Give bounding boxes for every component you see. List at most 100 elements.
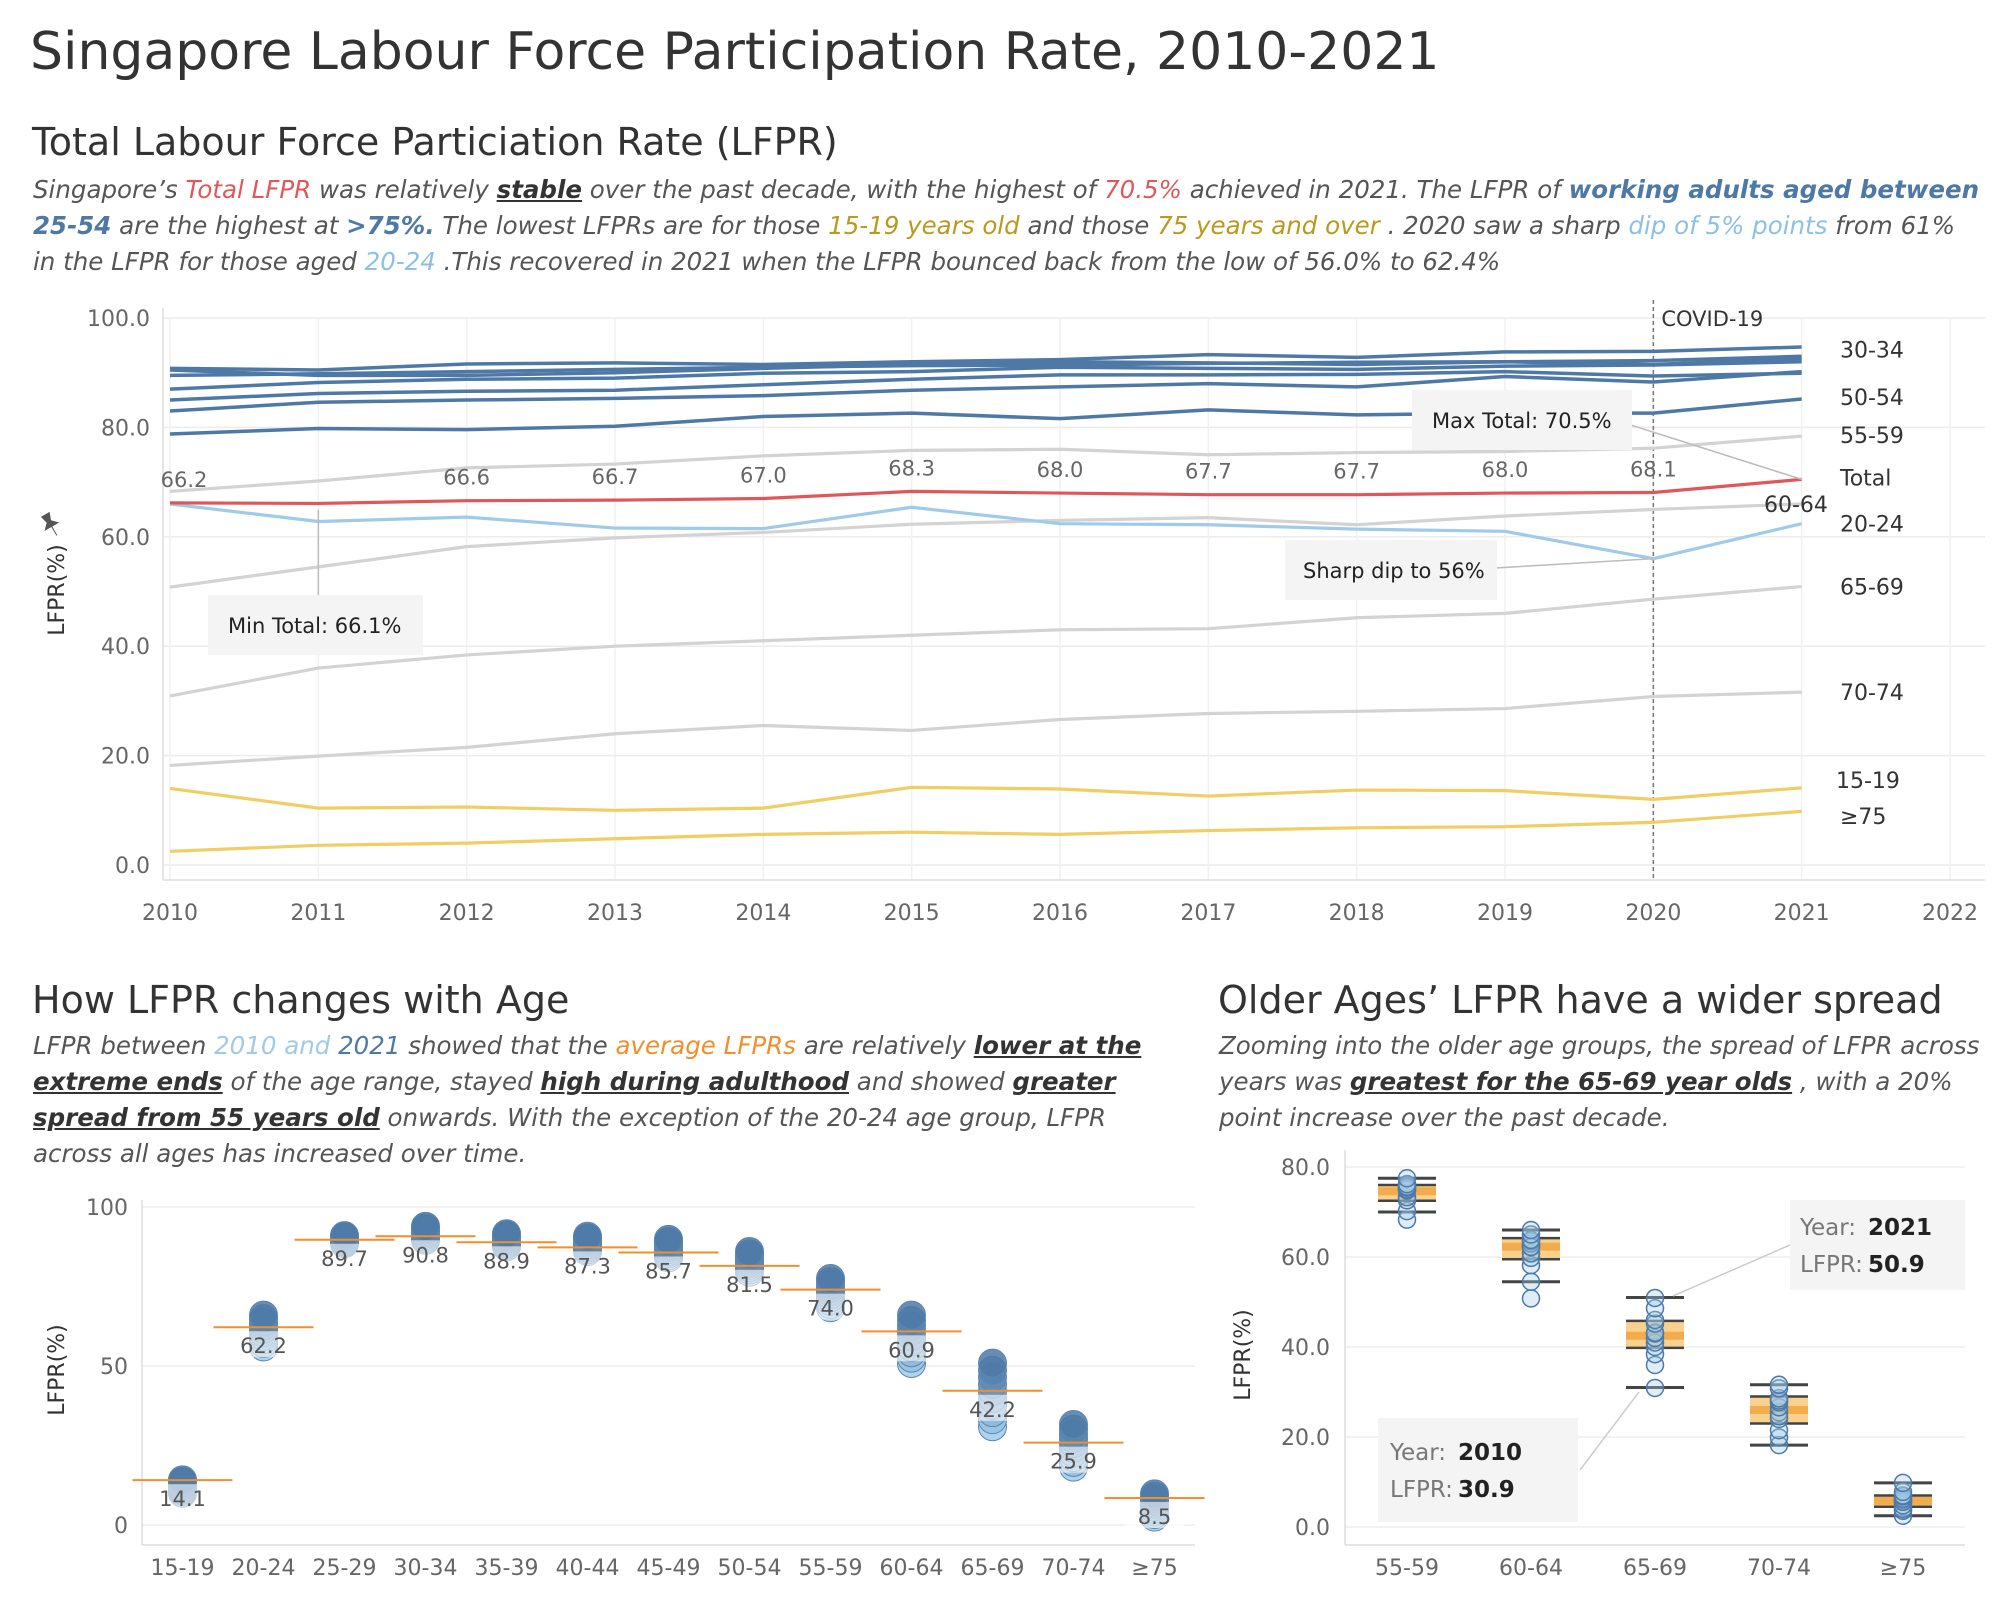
total-data-label: 68.3 xyxy=(888,456,935,480)
average-label-bg xyxy=(638,1256,699,1283)
tooltip-2021-lfpr-label: LFPR: xyxy=(1800,1252,1863,1278)
x-tick-label: 2019 xyxy=(1477,901,1533,926)
box-median-band xyxy=(1626,1331,1684,1340)
y-tick-label: 20.0 xyxy=(101,745,150,770)
x-tick-label: 55-59 xyxy=(1375,1556,1439,1581)
average-label-bg xyxy=(152,1484,213,1511)
average-label: 81.5 xyxy=(726,1273,773,1297)
x-tick-label: 2017 xyxy=(1180,901,1236,926)
tooltip-2010-year: 2010 xyxy=(1458,1440,1522,1466)
total-data-label: 68.0 xyxy=(1037,458,1084,482)
section2-description: LFPR between 2010 and 2021 showed that t… xyxy=(33,1031,1142,1168)
min-annotation-box xyxy=(208,595,423,655)
lfpr-point xyxy=(897,1300,926,1330)
average-label-bg xyxy=(476,1246,537,1273)
box-point xyxy=(1397,1169,1417,1188)
total-data-label: 66.2 xyxy=(161,468,208,492)
average-label: 42.2 xyxy=(969,1398,1016,1422)
average-label-bg xyxy=(881,1335,942,1362)
y-tick-label: 60.0 xyxy=(1281,1246,1330,1271)
series-label-15-19: 15-19 xyxy=(1836,769,1900,794)
average-label-bg xyxy=(800,1293,861,1320)
average-label-bg xyxy=(395,1240,456,1267)
series-line-adult xyxy=(169,360,1802,391)
lfpr-point xyxy=(1059,1410,1088,1440)
total-data-label: 66.6 xyxy=(443,466,490,490)
y-axis-label: LFPR(%) xyxy=(1231,1309,1256,1401)
y-axis-label: LFPR(%) xyxy=(45,544,70,636)
total-data-label: 68.0 xyxy=(1482,458,1529,482)
y-tick-label: 0 xyxy=(114,1514,128,1539)
max-annotation-leader xyxy=(1614,419,1802,481)
series-line-15-19 xyxy=(169,785,1802,812)
y-tick-label: 100 xyxy=(86,1196,128,1221)
x-tick-label: 45-49 xyxy=(637,1556,701,1581)
x-tick-label: 2012 xyxy=(439,901,495,926)
x-tick-label: 2016 xyxy=(1032,901,1088,926)
box-point xyxy=(1645,1378,1665,1398)
tooltip-2021-lfpr: 50.9 xyxy=(1868,1252,1925,1278)
average-label: 88.9 xyxy=(483,1249,530,1273)
series-line-adult xyxy=(169,356,1802,378)
box-point xyxy=(1521,1220,1541,1240)
y-tick-label: 20.0 xyxy=(1281,1426,1330,1451)
average-label: 85.7 xyxy=(645,1259,692,1283)
x-tick-label: 2014 xyxy=(735,901,791,926)
box-point xyxy=(1645,1328,1665,1348)
covid-label: COVID-19 xyxy=(1661,307,1763,331)
max-annotation-text: Max Total: 70.5% xyxy=(1432,409,1612,433)
tooltip-2021-box xyxy=(1790,1200,1965,1290)
tooltip-2021-year-label: Year: xyxy=(1799,1215,1856,1241)
pin-icon xyxy=(40,511,60,536)
total-data-label: 67.7 xyxy=(1185,460,1232,484)
x-tick-label: 60-64 xyxy=(880,1556,944,1581)
tooltip-2010-lfpr: 30.9 xyxy=(1458,1477,1515,1503)
box-point xyxy=(1521,1230,1541,1250)
lfpr-point xyxy=(573,1221,602,1251)
x-tick-label: 2021 xyxy=(1774,901,1830,926)
x-tick-label: 50-54 xyxy=(718,1556,782,1581)
x-tick-label: 25-29 xyxy=(313,1556,377,1581)
series-line-65-69 xyxy=(169,584,1802,698)
lfpr-point xyxy=(978,1348,1007,1378)
average-label: 8.5 xyxy=(1138,1505,1171,1529)
x-tick-label: 70-74 xyxy=(1042,1556,1106,1581)
series-line-30-34 xyxy=(169,345,1802,372)
total-data-label: 67.7 xyxy=(1333,460,1380,484)
section1-title: Total Labour Force Particiation Rate (LF… xyxy=(32,120,838,164)
x-tick-label: 70-74 xyxy=(1747,1556,1811,1581)
average-label: 87.3 xyxy=(564,1254,611,1278)
series-line-70-74 xyxy=(169,690,1802,768)
y-tick-label: 50 xyxy=(100,1355,128,1380)
box-point xyxy=(1769,1375,1789,1395)
series-label-70-74: 70-74 xyxy=(1840,681,1904,706)
average-label: 25.9 xyxy=(1050,1450,1097,1474)
tooltip-2021-leader xyxy=(1672,1244,1791,1297)
section3-title: Older Ages’ LFPR have a wider spread xyxy=(1218,978,1943,1022)
series-label-20-24: 20-24 xyxy=(1840,513,1904,538)
series-label-50-54: 50-54 xyxy=(1840,386,1904,411)
tooltip-2010-year-label: Year: xyxy=(1389,1440,1446,1466)
box-point xyxy=(1521,1289,1541,1308)
x-tick-label: 55-59 xyxy=(799,1556,863,1581)
x-tick-label: 2022 xyxy=(1922,901,1978,926)
x-tick-label: 35-39 xyxy=(475,1556,539,1581)
box-point xyxy=(1769,1428,1789,1447)
x-tick-label: 65-69 xyxy=(961,1556,1025,1581)
page-title: Singapore Labour Force Participation Rat… xyxy=(30,22,1440,82)
dip-annotation-leader xyxy=(1494,557,1654,569)
x-tick-label: 2011 xyxy=(290,901,346,926)
x-tick-label: 30-34 xyxy=(394,1556,458,1581)
average-label: 60.9 xyxy=(888,1338,935,1362)
y-tick-label: 60.0 xyxy=(101,526,150,551)
average-label: 74.0 xyxy=(807,1297,854,1321)
box-median-band xyxy=(1502,1242,1560,1251)
x-tick-label: 65-69 xyxy=(1623,1556,1687,1581)
tooltip-2021-year: 2021 xyxy=(1868,1215,1932,1241)
max-annotation-box xyxy=(1412,390,1632,450)
average-label-bg xyxy=(557,1251,618,1278)
y-tick-label: 40.0 xyxy=(101,635,150,660)
average-label: 89.7 xyxy=(321,1247,368,1271)
